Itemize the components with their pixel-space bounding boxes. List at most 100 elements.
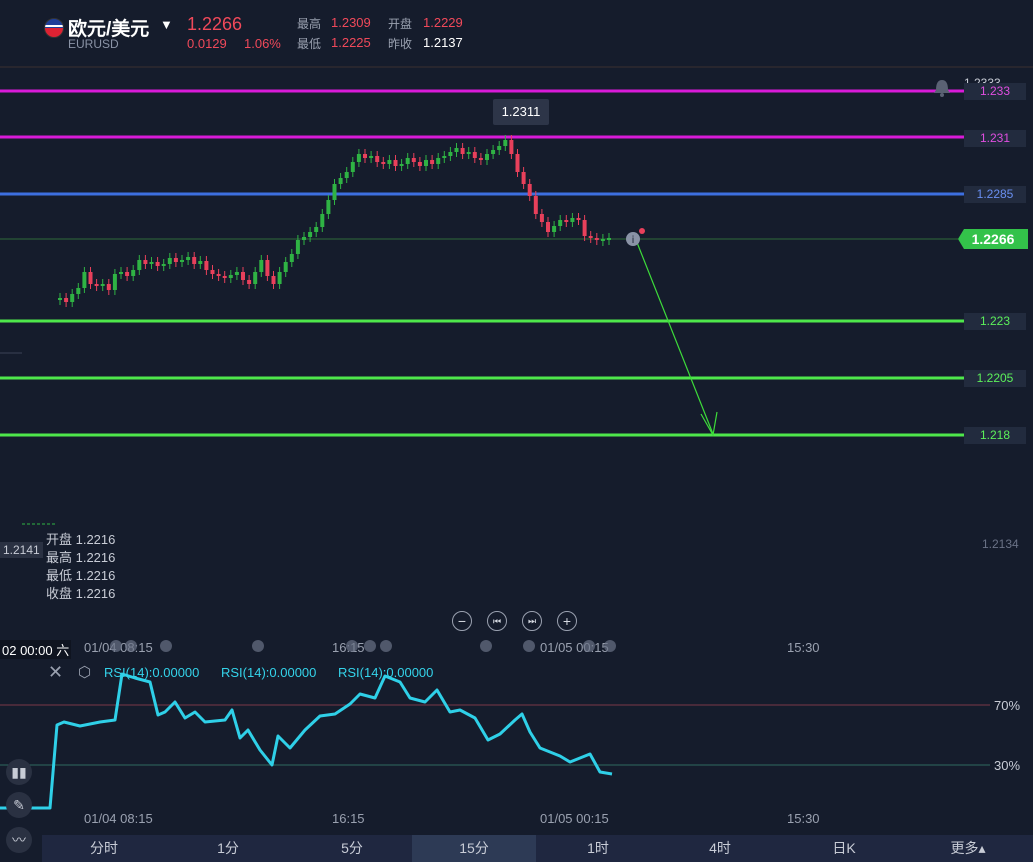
high-label: 最高 (297, 17, 322, 31)
tab-daily[interactable]: 日K (832, 840, 856, 856)
candle (576, 218, 581, 220)
event-marker-icon (125, 640, 137, 652)
candle (82, 272, 87, 288)
candle (338, 178, 343, 184)
tab-15m[interactable]: 15分 (412, 835, 536, 862)
candle (533, 196, 538, 214)
current-price-tag: 1.2266 (958, 229, 1028, 249)
tab-more[interactable]: 更多▴ (950, 840, 986, 856)
candle (344, 172, 349, 178)
candle (76, 288, 81, 294)
candle (228, 275, 233, 278)
rsi-line (0, 672, 613, 810)
candle (216, 274, 221, 276)
indicator-tool-icon[interactable]: ▮▮ (6, 759, 32, 785)
instrument-symbol: EURUSD (68, 37, 119, 51)
candle (582, 220, 587, 236)
info-marker-icon (626, 232, 640, 246)
instrument-title[interactable]: 欧元/美元 (68, 19, 150, 40)
candle (399, 164, 404, 166)
tab-1h[interactable]: 1时 (587, 840, 609, 856)
rsi-label-2: RSI(14):0.00000 (221, 665, 317, 680)
candle (131, 270, 136, 276)
axis-label-low: 1.2134 (982, 537, 1019, 551)
event-marker-icon (364, 640, 376, 652)
close-icon[interactable]: ✕ (48, 662, 64, 682)
ohlc-high: 最高 1.2216 (46, 550, 116, 565)
open-label: 开盘 (388, 17, 413, 31)
candle (588, 236, 593, 238)
candle (564, 220, 569, 222)
candle (411, 158, 416, 162)
forecast-arrow (635, 239, 714, 435)
event-marker-icon (480, 640, 492, 652)
open-value: 1.2229 (423, 15, 463, 30)
period-tabs: 分时 1分 5分 15分 1时 4时 日K 更多▴ (42, 835, 1033, 862)
candle (417, 162, 422, 166)
candle (265, 260, 270, 276)
candle (167, 258, 172, 264)
zoom-out-button[interactable]: − (452, 611, 472, 631)
scroll-back-button[interactable]: ⏮ (487, 611, 507, 631)
candle (515, 154, 520, 172)
candle (277, 272, 282, 284)
rsi-label-3: RSI(14):0.00000 (338, 665, 434, 680)
price-change-pct: 1.06% (244, 36, 281, 51)
settings-hexagon-icon[interactable]: ⬡ (78, 664, 92, 681)
candle (356, 154, 361, 162)
candle (485, 154, 489, 160)
candle (503, 140, 508, 146)
ohlc-low: 最低 1.2216 (46, 568, 116, 583)
ohlc-open: 开盘 1.2216 (46, 532, 116, 547)
candle (546, 222, 550, 232)
candle (430, 160, 435, 164)
candle (271, 276, 276, 284)
tab-fenshi[interactable]: 分时 (90, 840, 118, 856)
prev-close-label: 昨收 (388, 37, 413, 51)
tab-1m[interactable]: 1分 (217, 840, 239, 856)
rsi-chart[interactable] (0, 660, 1033, 835)
candle (600, 239, 605, 241)
event-marker-icon (604, 640, 616, 652)
candle (424, 160, 428, 166)
crosshair-time: 02 00:00 六 (0, 640, 72, 659)
candle (521, 172, 526, 184)
candle (448, 152, 453, 156)
candle (552, 226, 557, 232)
event-marker-icon (160, 640, 172, 652)
candle (70, 294, 75, 302)
price-tag-1223: 1.223 (964, 313, 1026, 330)
chevron-down-icon[interactable]: ▼ (160, 17, 173, 32)
ohlc-close: 收盘 1.2216 (46, 586, 116, 601)
trend-tool-icon[interactable]: 〰 (6, 827, 32, 853)
candle (149, 262, 154, 264)
candle (241, 272, 245, 280)
candle (436, 158, 441, 164)
candle (332, 184, 337, 200)
candle (88, 272, 93, 284)
event-marker-icon (583, 640, 595, 652)
draw-pencil-icon[interactable]: ✎ (6, 792, 32, 818)
candle (509, 140, 514, 154)
candle (570, 218, 575, 222)
candle (222, 276, 227, 278)
candle (350, 162, 355, 172)
arrow-head-icon (700, 411, 718, 437)
candle (405, 158, 410, 164)
candle (442, 156, 447, 158)
tab-4h[interactable]: 4时 (709, 840, 731, 856)
candle (125, 272, 130, 276)
candle (247, 280, 252, 284)
candle (119, 272, 123, 274)
tab-5m[interactable]: 5分 (341, 840, 363, 856)
rsi-level-30: 30% (994, 758, 1021, 773)
candle (320, 214, 325, 227)
candle (180, 260, 184, 262)
candle (594, 238, 599, 240)
candlestick-chart[interactable]: i (0, 62, 1033, 622)
event-marker-icon (346, 640, 358, 652)
scroll-forward-button[interactable]: ⏭ (522, 611, 542, 631)
last-price: 1.2266 (187, 14, 243, 34)
zoom-in-button[interactable]: + (557, 611, 577, 631)
candle (259, 260, 264, 272)
